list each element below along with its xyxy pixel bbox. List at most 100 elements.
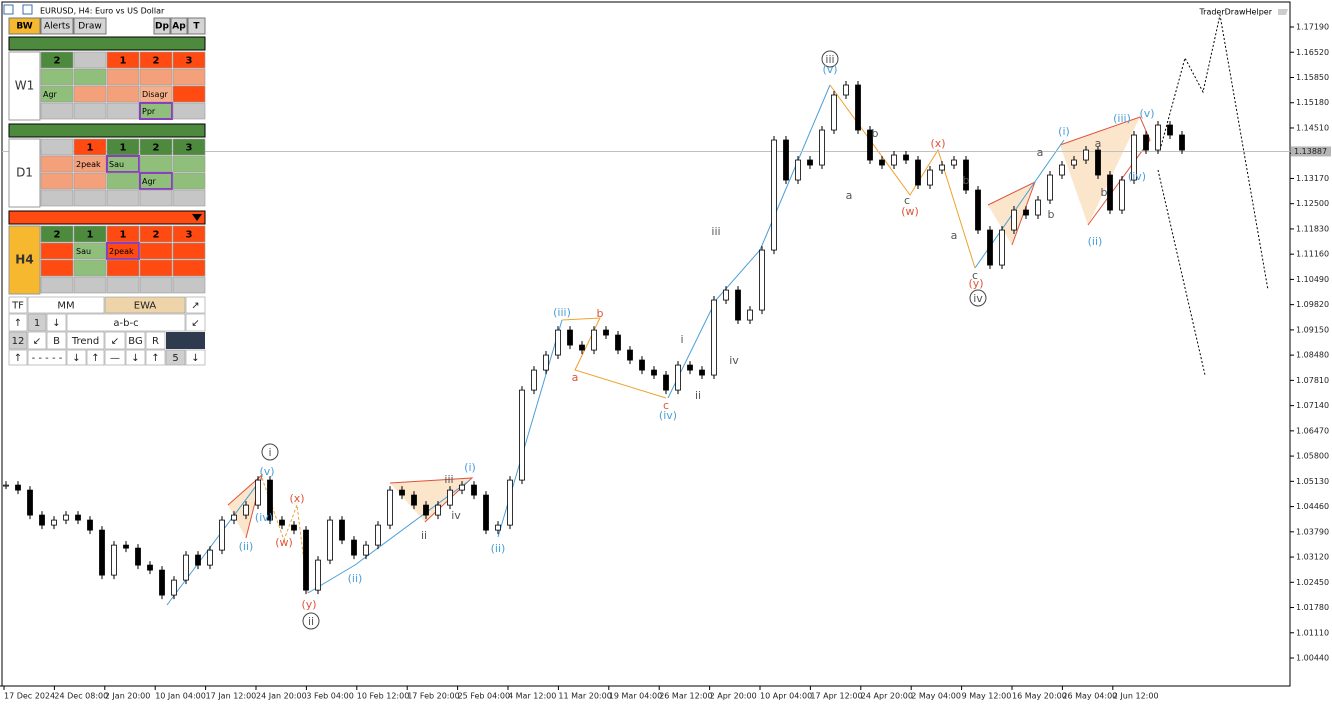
control-label[interactable]: — [110, 353, 120, 364]
candle [315, 559, 321, 591]
control-button[interactable] [46, 331, 67, 350]
control-button[interactable] [104, 349, 126, 366]
control-button[interactable] [46, 313, 67, 332]
indicator-name: TraderDrawHelper [1198, 8, 1272, 17]
control-label[interactable]: BG [128, 336, 142, 347]
control-label[interactable]: R [152, 336, 159, 347]
control-label[interactable]: Trend [71, 336, 99, 347]
toolbar-button[interactable] [40, 17, 74, 35]
control-label[interactable]: - - - - - [32, 353, 63, 364]
wave-label: c [663, 399, 669, 412]
wave-label: (x) [930, 137, 945, 150]
toolbar-button[interactable] [187, 17, 206, 35]
symbol-icon [3, 4, 14, 15]
panel-collapse[interactable] [192, 214, 202, 221]
toolbar-button[interactable] [73, 17, 107, 35]
control-button[interactable] [27, 331, 47, 350]
panel-cell [172, 259, 206, 277]
control-label[interactable]: TF [11, 301, 24, 312]
toolbar-label[interactable]: BW [16, 22, 32, 32]
control-label[interactable]: 12 [12, 336, 25, 347]
toolbar-button[interactable] [153, 17, 171, 35]
control-button[interactable] [27, 296, 105, 314]
control-label[interactable]: ↑ [14, 353, 22, 364]
candle [147, 564, 153, 571]
control-label[interactable]: ↑ [91, 353, 99, 364]
control-button[interactable] [8, 331, 28, 350]
control-button[interactable] [104, 331, 126, 350]
wave-label: i [680, 333, 683, 346]
candle [1095, 149, 1101, 176]
control-label[interactable]: 5 [172, 353, 178, 364]
control-button[interactable] [86, 349, 105, 366]
control-button[interactable] [165, 349, 186, 366]
control-label[interactable]: ↑ [14, 318, 22, 329]
panel-cell-text: 2 [153, 230, 160, 241]
panel-cell [139, 138, 173, 156]
candle [1059, 164, 1065, 176]
y-tick-label: 1.04460 [1296, 502, 1329, 511]
toolbar-label[interactable]: Draw [78, 22, 102, 32]
panel-cell [73, 138, 107, 156]
wave-circle [969, 289, 987, 307]
y-tick-label: 1.05800 [1296, 452, 1329, 461]
control-button[interactable] [8, 313, 28, 332]
toolbar-label[interactable]: Alerts [44, 22, 70, 32]
panel-cell [40, 102, 74, 120]
control-label[interactable]: ↗ [191, 301, 199, 312]
panel-cell [139, 102, 173, 120]
x-tick-label: 3 Feb 04:00 [306, 692, 353, 701]
candle [1131, 134, 1137, 181]
candle [735, 289, 741, 321]
control-label[interactable]: ↑ [151, 353, 159, 364]
toolbar-label[interactable]: T [193, 22, 200, 32]
control-button[interactable] [125, 331, 146, 350]
control-button[interactable] [8, 296, 28, 314]
wave-label: b [597, 307, 604, 320]
current-price-box [1291, 146, 1331, 157]
control-button[interactable] [145, 349, 166, 366]
panel-bar [8, 123, 206, 138]
control-label[interactable]: ↙ [33, 336, 41, 347]
candle [951, 159, 957, 166]
control-button[interactable] [145, 331, 166, 350]
control-button[interactable] [27, 313, 47, 332]
control-button[interactable] [185, 296, 206, 314]
control-button[interactable] [66, 331, 105, 350]
control-button[interactable] [27, 349, 67, 366]
control-label[interactable]: ↓ [52, 318, 60, 329]
wave-label: iii [444, 473, 453, 486]
control-label[interactable]: ↙ [111, 336, 119, 347]
candle [1071, 159, 1077, 166]
control-button[interactable] [104, 296, 186, 314]
control-label[interactable]: EWA [134, 301, 157, 312]
control-button[interactable] [66, 349, 87, 366]
panel-cell [106, 51, 140, 69]
control-label[interactable]: ↓ [131, 353, 139, 364]
y-tick-label: 1.03120 [1296, 553, 1329, 562]
candle [963, 159, 969, 191]
toolbar-label[interactable]: Dp [155, 22, 169, 32]
control-label[interactable]: B [53, 336, 60, 347]
control-button[interactable] [185, 313, 206, 332]
wave-label: (i) [464, 461, 476, 474]
control-button[interactable] [185, 349, 206, 366]
wave-label: iv [729, 354, 739, 367]
control-label[interactable]: ↙ [191, 318, 199, 329]
wave-label: c [904, 194, 910, 207]
control-label[interactable]: MM [57, 301, 74, 312]
y-tick-label: 1.11830 [1296, 224, 1329, 233]
control-label[interactable]: 1 [34, 318, 40, 329]
toolbar-button[interactable] [8, 17, 41, 35]
x-tick-label: 2 Jan 20:00 [105, 692, 151, 701]
control-label[interactable]: ↓ [72, 353, 80, 364]
toolbar-button[interactable] [170, 17, 188, 35]
control-label[interactable]: ↓ [191, 353, 199, 364]
toolbar-label[interactable]: Ap [172, 22, 186, 32]
control-button[interactable] [125, 349, 146, 366]
control-button[interactable] [8, 349, 28, 366]
control-label[interactable]: a-b-c [113, 318, 138, 329]
control-button[interactable] [66, 313, 186, 332]
candle [723, 289, 729, 301]
candle [63, 514, 69, 521]
